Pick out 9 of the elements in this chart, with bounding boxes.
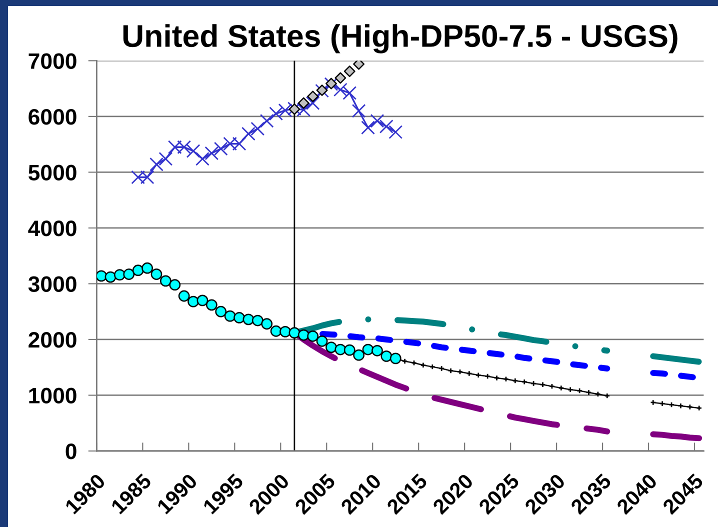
y-tick-label: 1000 bbox=[29, 388, 76, 404]
y-tick-label: 0 bbox=[66, 444, 76, 460]
y-tick-label: 2000 bbox=[28, 332, 76, 348]
y-tick-label: 4000 bbox=[28, 220, 76, 236]
chart-title: United States (High-DP50-7.5 - USGS) bbox=[123, 24, 678, 54]
y-tick-label: 3000 bbox=[28, 276, 76, 292]
y-tick-label: 7000 bbox=[28, 53, 76, 69]
y-tick-label: 5000 bbox=[28, 164, 76, 180]
y-tick-label: 6000 bbox=[28, 108, 76, 125]
